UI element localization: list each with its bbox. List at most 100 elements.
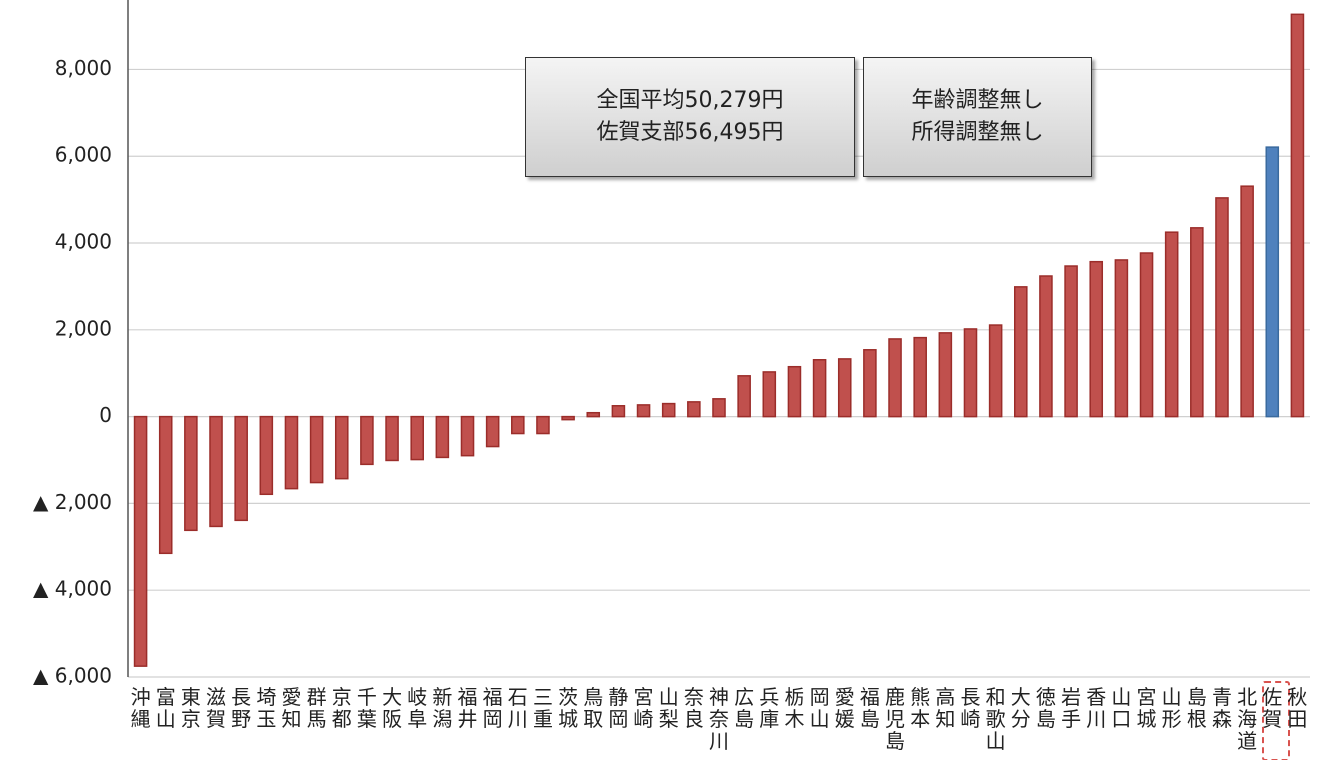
annotation-line: 全国平均50,279円: [596, 88, 784, 113]
bar: [1014, 286, 1028, 418]
annotation-line: 佐賀支部56,495円: [596, 120, 784, 145]
y-tick-label: 4,000: [55, 230, 112, 254]
bar: [1290, 13, 1305, 418]
bar: [812, 359, 827, 418]
x-tick-label: 岩手: [1061, 685, 1082, 731]
x-tick-label: 熊本: [910, 685, 931, 731]
x-tick-label: 岐阜: [407, 685, 428, 731]
y-tick-label: ▲ 4,000: [33, 577, 112, 601]
x-tick-label: 島根: [1186, 685, 1207, 731]
bar: [158, 415, 173, 555]
bar: [511, 415, 525, 435]
bar: [410, 415, 424, 461]
y-tick-label: 8,000: [55, 56, 112, 80]
bar: [1164, 231, 1179, 418]
x-tick-label: 長崎: [960, 685, 981, 731]
bar: [1089, 260, 1104, 418]
x-tick-label: 宮崎: [633, 685, 654, 731]
x-tick-label: 広島: [734, 685, 755, 731]
x-tick-label: 岡山: [809, 685, 830, 731]
bar: [1139, 252, 1154, 418]
x-tick-label: 秋田: [1287, 685, 1308, 731]
x-tick-label: 富山: [155, 685, 176, 731]
x-tick-label: 福井: [457, 685, 478, 731]
bar: [687, 401, 701, 418]
bar: [913, 336, 927, 418]
x-tick-label: 北海道: [1237, 685, 1258, 753]
bar: [1265, 146, 1280, 418]
bar: [837, 358, 852, 418]
bar: [133, 415, 148, 667]
bar: [611, 405, 626, 418]
y-tick-label: ▲ 6,000: [33, 664, 112, 688]
bar: [863, 349, 877, 418]
bar: [259, 415, 274, 496]
bar: [561, 415, 575, 421]
bar: [1240, 185, 1254, 418]
bar: [234, 415, 248, 522]
bar: [636, 404, 651, 418]
x-tick-label: 東京: [180, 685, 201, 731]
x-tick-label: 滋賀: [206, 685, 227, 731]
x-tick-label: 沖縄: [130, 685, 151, 731]
y-tick-label: ▲ 2,000: [33, 490, 112, 514]
x-tick-label: 静岡: [608, 685, 629, 731]
x-tick-label: 奈良: [683, 685, 704, 731]
x-tick-label: 徳島: [1035, 685, 1056, 731]
x-tick-label: 兵庫: [759, 685, 780, 731]
bar: [485, 415, 500, 448]
x-tick-label: 和歌山: [985, 685, 1006, 753]
x-tick-label: 宮城: [1136, 685, 1157, 731]
x-tick-label: 新潟: [432, 685, 453, 731]
bar: [385, 415, 399, 462]
bar: [184, 415, 198, 532]
x-tick-label: 長野: [231, 685, 252, 731]
x-tick-label: 佐賀: [1262, 685, 1283, 731]
bar: [737, 375, 751, 418]
bar: [435, 415, 450, 459]
bar: [762, 371, 777, 418]
x-tick-label: 群馬: [306, 685, 327, 731]
x-tick-label: 栃木: [784, 685, 805, 731]
bar: [1064, 265, 1078, 418]
x-tick-label: 三重: [532, 685, 553, 731]
x-tick-label: 鳥取: [583, 685, 604, 731]
bar: [284, 415, 299, 490]
bar: [1190, 227, 1204, 418]
bar: [787, 365, 802, 418]
bar: [712, 398, 726, 418]
bar: [888, 338, 902, 418]
x-tick-label: 埼玉: [256, 685, 277, 731]
x-tick-label: 山口: [1111, 685, 1132, 731]
y-tick-label: 6,000: [55, 143, 112, 167]
bar: [309, 415, 324, 484]
annotation-box: 全国平均50,279円 佐賀支部56,495円: [525, 57, 855, 177]
x-tick-label: 福島: [859, 685, 880, 731]
bar: [661, 402, 676, 418]
x-tick-label: 石川: [507, 685, 528, 731]
bar: [963, 328, 978, 418]
x-tick-label: 大分: [1010, 685, 1031, 731]
x-tick-label: 茨城: [558, 685, 579, 731]
bar: [1039, 275, 1053, 418]
x-tick-label: 香川: [1086, 685, 1107, 731]
x-tick-label: 神奈川: [709, 685, 729, 753]
bar: [209, 415, 223, 528]
bar: [334, 415, 349, 480]
x-tick-label: 千葉: [356, 685, 377, 731]
x-tick-label: 山梨: [658, 685, 679, 731]
bar: [586, 411, 601, 418]
bar: [536, 415, 550, 435]
x-tick-label: 高知: [935, 685, 956, 731]
x-tick-label: 愛知: [281, 685, 302, 731]
x-tick-label: 福岡: [482, 685, 503, 731]
bar: [1114, 259, 1129, 418]
bar: [938, 332, 953, 418]
bar: [460, 415, 475, 457]
annotation-line: 所得調整無し: [911, 120, 1044, 145]
annotation-line: 年齢調整無し: [911, 88, 1044, 113]
bar: [988, 324, 1003, 418]
annotation-box: 年齢調整無し 所得調整無し: [863, 57, 1092, 177]
bar: [360, 415, 374, 466]
